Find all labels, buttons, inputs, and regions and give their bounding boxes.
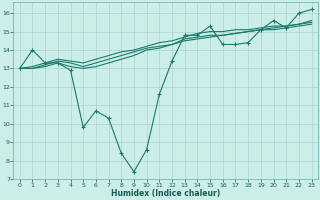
X-axis label: Humidex (Indice chaleur): Humidex (Indice chaleur) — [111, 189, 220, 198]
